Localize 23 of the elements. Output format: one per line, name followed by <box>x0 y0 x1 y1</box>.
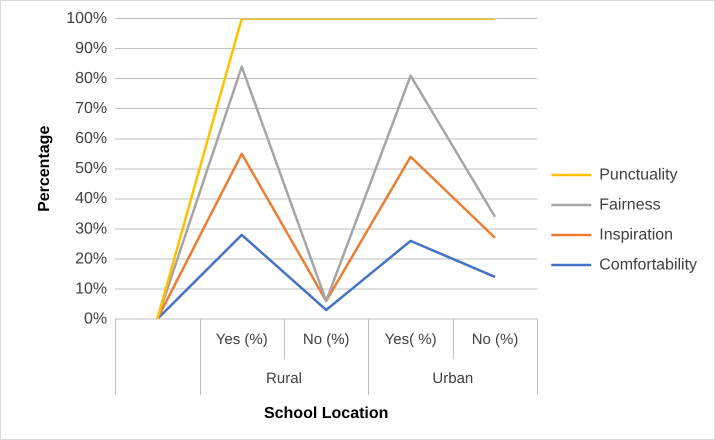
legend-label: Punctuality <box>599 166 678 184</box>
text: Rural <box>266 370 302 388</box>
x-tick-label: No (%) <box>302 331 350 348</box>
y-tick-label: 90% <box>75 40 108 58</box>
legend-label: Comfortability <box>599 256 698 274</box>
y-tick-label: 50% <box>75 160 108 178</box>
legend-label: Fairness <box>599 196 661 214</box>
x-tick-label: Yes (%) <box>216 331 268 348</box>
text: Urban <box>432 370 474 388</box>
y-tick-label: 0% <box>84 310 108 328</box>
y-axis-title: Percentage <box>36 126 54 212</box>
y-tick-label: 80% <box>75 70 108 88</box>
x-tick-label: Yes( %) <box>384 331 437 348</box>
y-tick-label: 10% <box>75 280 108 298</box>
y-tick-label: 40% <box>75 190 108 208</box>
y-tick-label: 30% <box>75 220 108 238</box>
y-tick-label: 60% <box>75 130 108 148</box>
y-tick-label: 100% <box>66 10 108 28</box>
x-tick-label: No (%) <box>472 331 518 348</box>
x-axis-title: School Location <box>264 404 388 422</box>
y-tick-label: 70% <box>75 100 108 118</box>
legend-label: Inspiration <box>599 226 674 244</box>
y-tick-label: 20% <box>75 250 108 268</box>
